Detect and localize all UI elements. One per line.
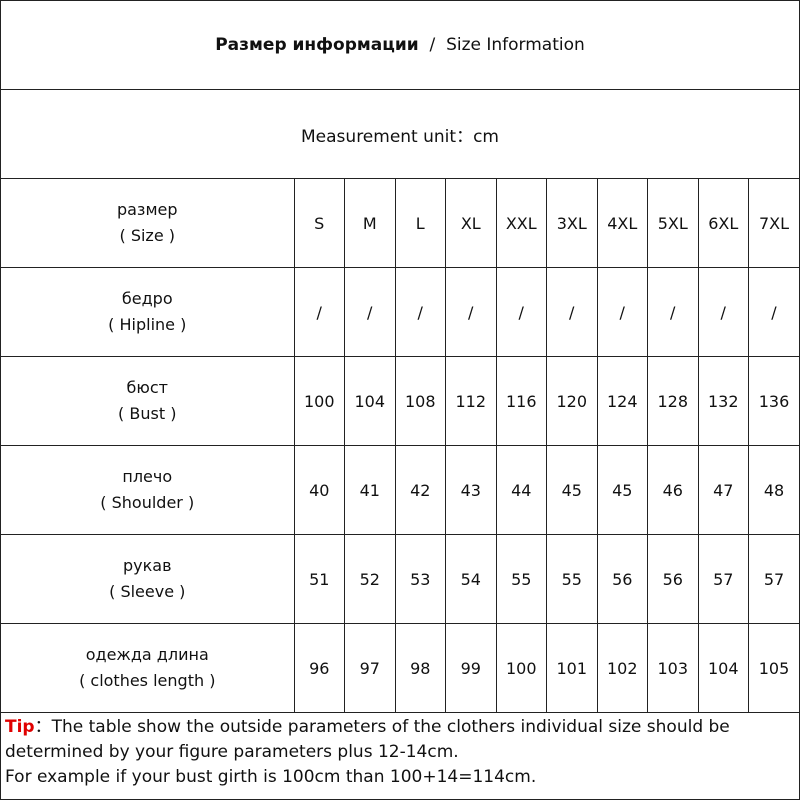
cell: 47	[697, 445, 749, 535]
cell: 42	[394, 445, 446, 535]
table-row: рукав( Sleeve ) 51 52 53 54 55 55 56 56 57 57	[1, 534, 799, 624]
cell: 5XL	[647, 178, 699, 268]
cell: /	[344, 267, 396, 357]
cell: 136	[748, 356, 799, 446]
row-label: бюст ( Bust )	[1, 356, 295, 446]
unit-row: Measurement unit：cm	[1, 89, 799, 179]
cell: 48	[748, 445, 799, 535]
row-label: размер ( Size )	[1, 178, 295, 268]
unit: Measurement unit：cm	[301, 126, 499, 147]
cell: 45	[596, 445, 648, 535]
table-row: бедро( Hipline ) / / / / / / / / / /	[1, 267, 799, 357]
cell: 3XL	[546, 178, 598, 268]
cell: 105	[748, 623, 799, 713]
cell: 53	[394, 534, 446, 624]
label-ru: бедро	[121, 289, 173, 308]
title-cell: Размер информации / Size Information	[1, 1, 799, 90]
cell: /	[596, 267, 648, 357]
table-row: бюст ( Bust ) 100 104 108 112 116 120 124 128 132 1…	[1, 356, 799, 446]
cell: 46	[647, 445, 699, 535]
cell: 57	[697, 534, 749, 624]
label-en: ( clothes length )	[79, 671, 216, 690]
label-en: ( Bust )	[118, 404, 177, 423]
cell: 98	[394, 623, 446, 713]
cell: /	[445, 267, 497, 357]
cell: 41	[344, 445, 396, 535]
cell: 132	[697, 356, 749, 446]
separator: /	[429, 35, 436, 55]
cell: 101	[546, 623, 598, 713]
cell: /	[546, 267, 598, 357]
cell: XL	[445, 178, 497, 268]
unit-cell: Measurement unit：cm	[1, 89, 799, 179]
label-ru: рукав	[122, 556, 172, 575]
cell: L	[394, 178, 446, 268]
cell: 55	[546, 534, 598, 624]
cell: /	[748, 267, 799, 357]
cell: 6XL	[697, 178, 749, 268]
cell: 100	[293, 356, 345, 446]
label-ru: плечо	[122, 467, 173, 486]
label-ru: размер	[116, 200, 178, 219]
cell: /	[293, 267, 345, 357]
label-ru: бюст	[126, 378, 168, 397]
label-en: ( Size )	[119, 226, 176, 245]
cell: 116	[495, 356, 547, 446]
row-label: бедро ( Hipline )	[1, 267, 295, 357]
tip-text: ：The table show the outside parameters o…	[5, 717, 730, 762]
table-row: размер ( Size ) S M L XL XXL 3XL 4XL 5XL 6XL 7XL	[1, 178, 799, 268]
cell: 55	[495, 534, 547, 624]
cell: 45	[546, 445, 598, 535]
row-label: плечо ( Shoulder )	[1, 445, 295, 535]
cell: /	[495, 267, 547, 357]
cell: 120	[546, 356, 598, 446]
cell: 104	[344, 356, 396, 446]
cell: 97	[344, 623, 396, 713]
cell: 44	[495, 445, 547, 535]
cell: 104	[697, 623, 749, 713]
cell: 100	[495, 623, 547, 713]
cell: 112	[445, 356, 497, 446]
cell: 43	[445, 445, 497, 535]
label-en: ( Hipline )	[108, 315, 187, 334]
cell: 4XL	[596, 178, 648, 268]
label-ru: одежда длина	[85, 645, 209, 664]
cell: /	[647, 267, 699, 357]
cell: 56	[647, 534, 699, 624]
label-en: ( Sleeve )	[109, 582, 186, 601]
cell: S	[293, 178, 345, 268]
row-label: одежда длина ( clothes length )	[1, 623, 295, 713]
cell: /	[394, 267, 446, 357]
title-row: Размер информации / Size Information	[1, 1, 799, 90]
cell: 96	[293, 623, 345, 713]
cell: M	[344, 178, 396, 268]
cell: 7XL	[748, 178, 799, 268]
cell: 51	[293, 534, 345, 624]
cell: 102	[596, 623, 648, 713]
size-table: Размер информации / Size Information Mea…	[1, 1, 799, 713]
cell: 99	[445, 623, 497, 713]
tip-label: Tip	[5, 717, 35, 737]
cell: 103	[647, 623, 699, 713]
cell: 54	[445, 534, 497, 624]
cell: 128	[647, 356, 699, 446]
table-row: одежда длина( clothes length ) 96 97 98 99 10…	[1, 623, 799, 713]
row-label: рукав ( Sleeve )	[1, 534, 295, 624]
cell: 108	[394, 356, 446, 446]
cell: 40	[293, 445, 345, 535]
table-row: плечо( Shoulder ) 40 41 42 43 44 45 45 46 47 48	[1, 445, 799, 535]
cell: 124	[596, 356, 648, 446]
tip: Tip：The table show the outside parameter…	[1, 713, 799, 792]
tip-example: For example if your bust girth is 100cm …	[5, 767, 537, 787]
cell: XXL	[495, 178, 547, 268]
cell: /	[697, 267, 749, 357]
title-ru: Размер информации	[215, 35, 419, 55]
label-en: ( Shoulder )	[100, 493, 195, 512]
cell: 56	[596, 534, 648, 624]
cell: 57	[748, 534, 799, 624]
title-en: Size Information	[446, 35, 585, 55]
cell: 52	[344, 534, 396, 624]
